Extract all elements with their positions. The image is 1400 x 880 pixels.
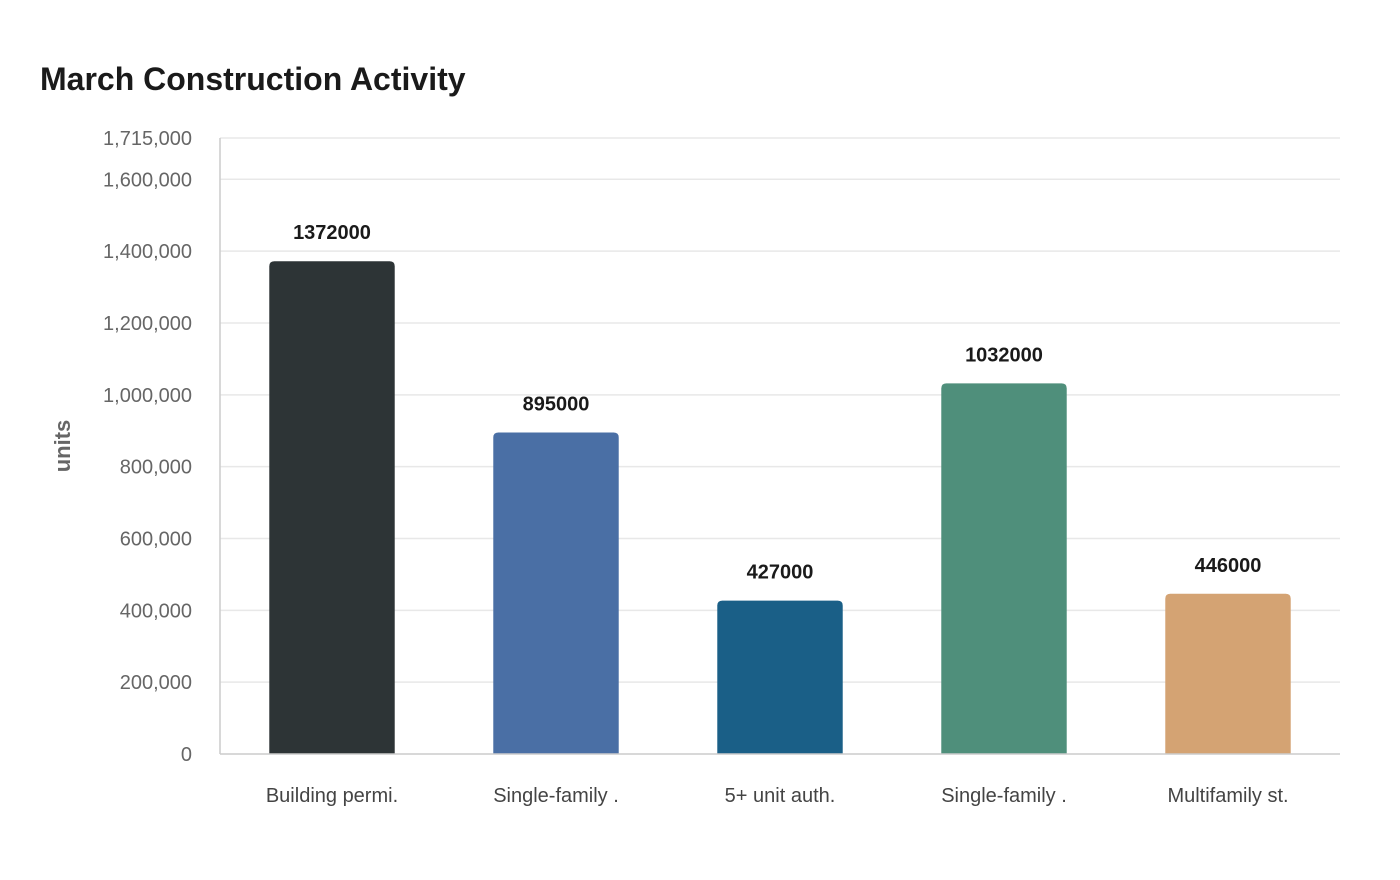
y-tick-label: 400,000 <box>120 600 192 622</box>
y-axis-label: units <box>50 420 75 473</box>
bar <box>941 383 1067 754</box>
data-label: 427000 <box>747 562 814 584</box>
y-tick-label: 1,200,000 <box>103 313 192 335</box>
x-tick-label: Single-family . <box>493 785 619 807</box>
y-tick-label: 600,000 <box>120 528 192 550</box>
y-tick-label: 0 <box>181 744 192 766</box>
y-axis-ticks: 0 200,000 400,000 600,000 800,000 1,000,000 1,… <box>103 128 192 766</box>
gridlines <box>220 137 1340 683</box>
data-label: 895000 <box>523 394 590 416</box>
data-label: 446000 <box>1195 555 1262 577</box>
x-tick-label: Building permi. <box>266 785 398 807</box>
data-label: 1372000 <box>293 222 371 244</box>
chart-title: March Construction Activity <box>40 61 466 97</box>
y-tick-label: 200,000 <box>120 672 192 694</box>
y-tick-label: 1,400,000 <box>103 241 192 263</box>
x-tick-label: 5+ unit auth. <box>725 785 836 807</box>
y-tick-label: 1,000,000 <box>103 385 192 407</box>
y-tick-label: 1,715,000 <box>103 128 192 150</box>
x-tick-label: Multifamily st. <box>1167 785 1288 807</box>
bar <box>493 432 619 754</box>
bars <box>269 261 1291 754</box>
x-axis-ticks: Building permi. Single-family . 5+ unit au… <box>266 785 1289 807</box>
bar <box>269 261 395 754</box>
y-tick-label: 1,600,000 <box>103 169 192 191</box>
bar <box>1165 593 1291 754</box>
bar <box>717 600 843 754</box>
x-tick-label: Single-family . <box>941 785 1067 807</box>
data-labels: 1372000 895000 427000 1032000 446000 <box>293 222 1261 583</box>
data-label: 1032000 <box>965 344 1043 366</box>
y-tick-label: 800,000 <box>120 457 192 479</box>
